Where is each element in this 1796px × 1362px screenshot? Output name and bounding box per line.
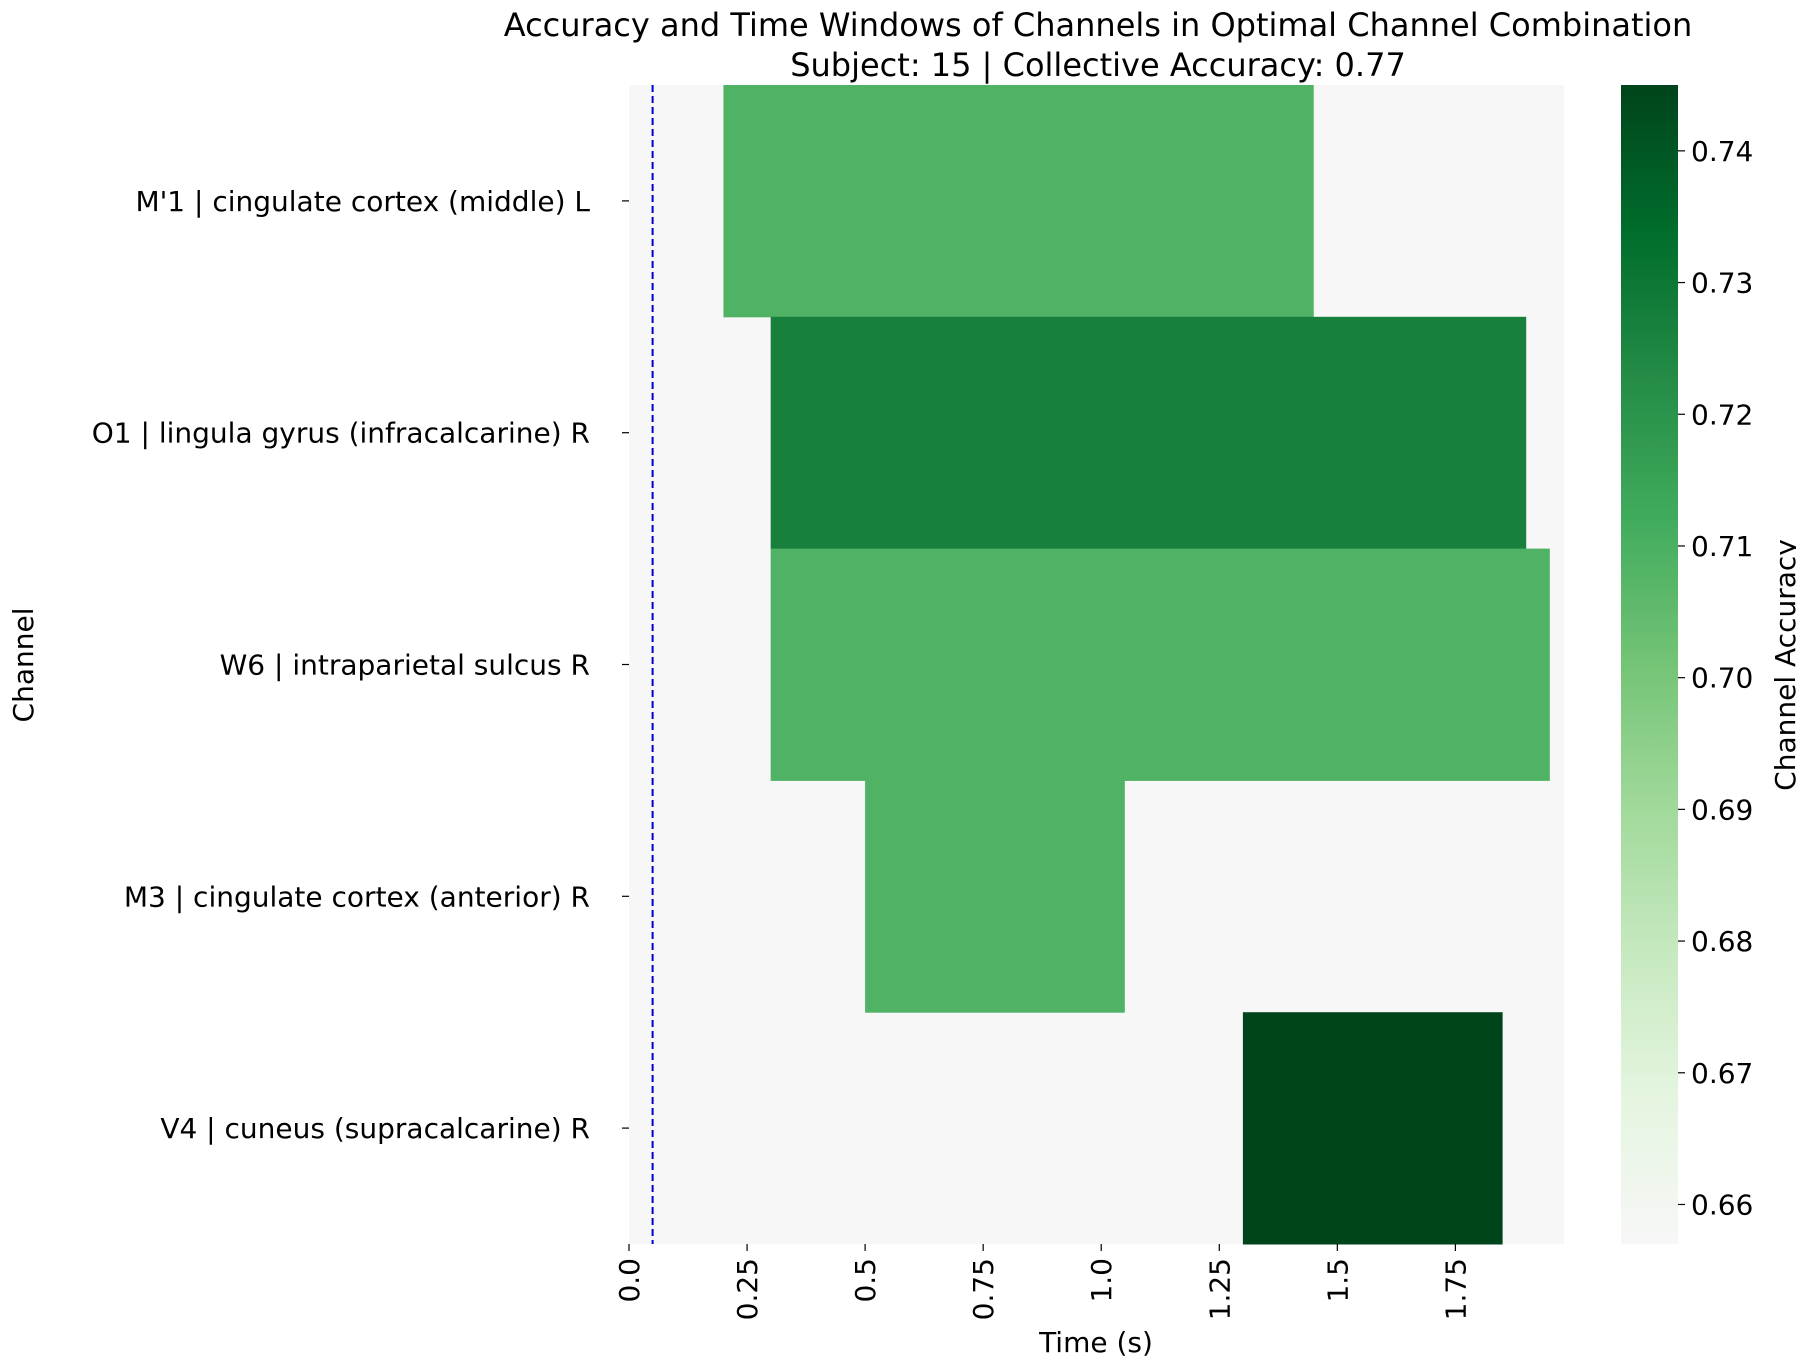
y-tick-label: M3 | cingulate cortex (anterior) R bbox=[124, 880, 590, 913]
colorbar-tick-label: 0.74 bbox=[1691, 135, 1753, 168]
y-axis-ticks: M'1 | cingulate cortex (middle) L O1 | li… bbox=[92, 185, 629, 1145]
y-tick-label: W6 | intraparietal sulcus R bbox=[220, 649, 590, 682]
y-tick-label: M'1 | cingulate cortex (middle) L bbox=[135, 185, 590, 218]
x-axis-ticks: 0.0 0.25 0.5 0.75 1.0 1.25 1.5 1.75 bbox=[613, 1244, 1472, 1320]
x-tick-label: 1.75 bbox=[1439, 1258, 1472, 1320]
colorbar-tick-label: 0.67 bbox=[1691, 1057, 1753, 1090]
x-tick-label: 1.5 bbox=[1321, 1258, 1354, 1303]
x-tick-label: 0.0 bbox=[613, 1258, 646, 1303]
channel-bars bbox=[723, 85, 1550, 1245]
colorbar-label: Channel Accuracy bbox=[1769, 539, 1796, 791]
channel-bar bbox=[1242, 1012, 1503, 1245]
colorbar-tick-label: 0.72 bbox=[1691, 398, 1753, 431]
x-axis-label: Time (s) bbox=[1038, 1326, 1153, 1359]
x-tick-label: 0.5 bbox=[849, 1258, 882, 1303]
channel-bar bbox=[770, 548, 1550, 781]
colorbar-tick-label: 0.70 bbox=[1691, 662, 1753, 695]
x-tick-label: 1.25 bbox=[1203, 1258, 1236, 1320]
x-tick-label: 0.25 bbox=[731, 1258, 764, 1320]
colorbar-tick-label: 0.68 bbox=[1691, 925, 1753, 958]
y-axis-label: Channel bbox=[7, 608, 40, 723]
colorbar-ticks: 0.66 0.67 0.68 0.69 0.70 0.71 0.72 0.73 0.74 bbox=[1678, 135, 1753, 1221]
colorbar bbox=[1621, 85, 1678, 1244]
x-tick-label: 0.75 bbox=[967, 1258, 1000, 1320]
chart-title: Accuracy and Time Windows of Channels in… bbox=[504, 6, 1693, 44]
channel-bar bbox=[723, 85, 1314, 318]
colorbar-tick-label: 0.71 bbox=[1691, 530, 1753, 563]
colorbar-tick-label: 0.66 bbox=[1691, 1188, 1753, 1221]
channel-bar bbox=[770, 316, 1527, 550]
colorbar-tick-label: 0.73 bbox=[1691, 267, 1753, 300]
channel-bar bbox=[865, 780, 1125, 1013]
y-tick-label: V4 | cuneus (supracalcarine) R bbox=[160, 1112, 590, 1145]
colorbar-tick-label: 0.69 bbox=[1691, 793, 1753, 826]
chart-subtitle: Subject: 15 | Collective Accuracy: 0.77 bbox=[790, 46, 1406, 84]
x-tick-label: 1.0 bbox=[1085, 1258, 1118, 1303]
y-tick-label: O1 | lingula gyrus (infracalcarine) R bbox=[92, 417, 590, 450]
